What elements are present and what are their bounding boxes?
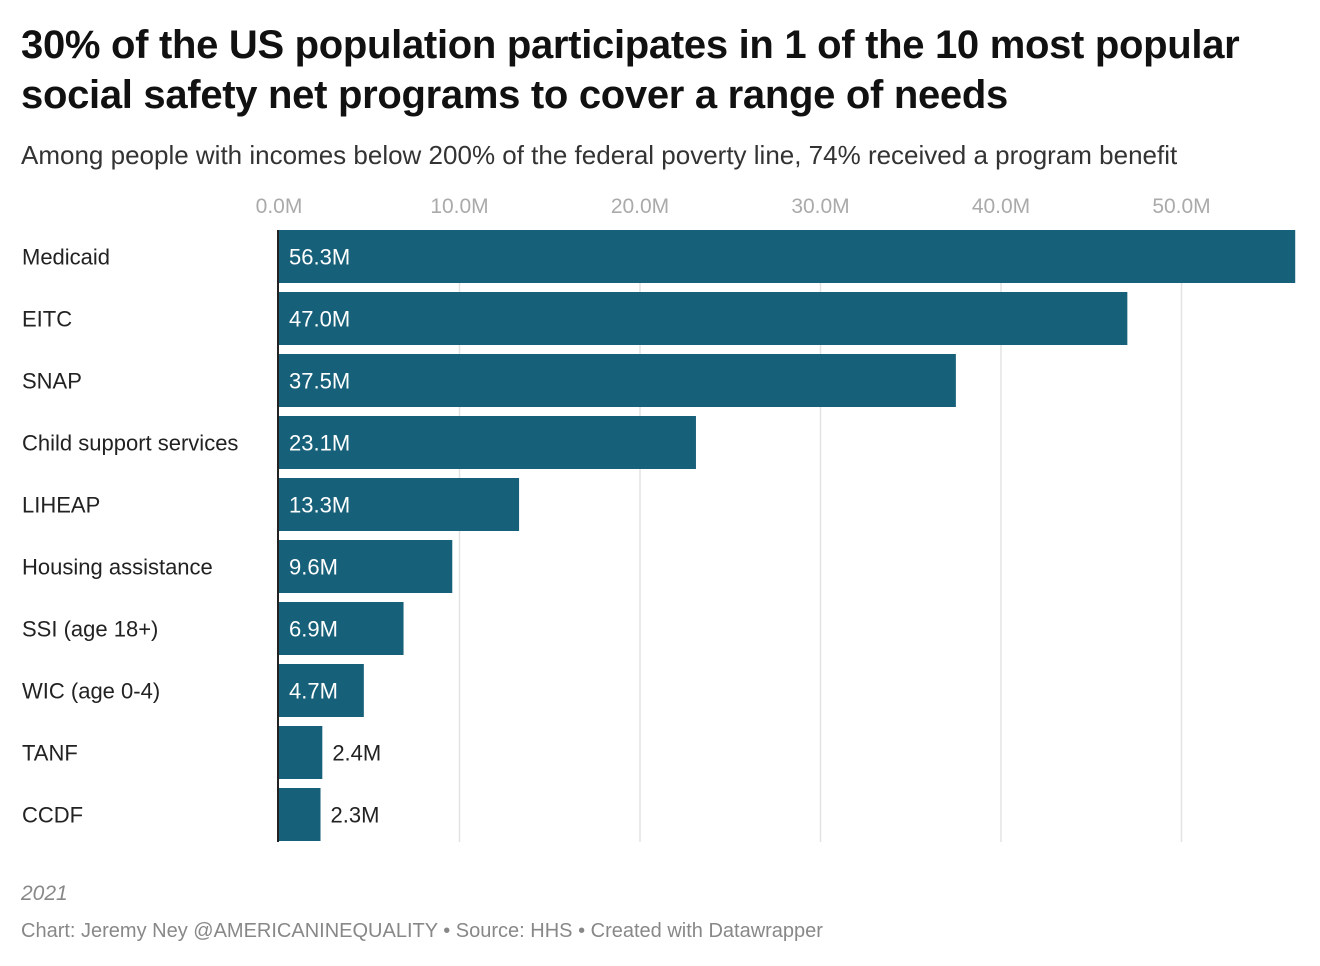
x-tick-label: 50.0M — [1152, 195, 1210, 218]
value-label: 2.3M — [331, 803, 380, 828]
bar — [279, 354, 956, 407]
category-label: Housing assistance — [22, 555, 213, 580]
value-label: 4.7M — [289, 679, 338, 704]
category-label: LIHEAP — [22, 493, 100, 518]
x-tick-label: 20.0M — [611, 195, 669, 218]
category-label: TANF — [22, 741, 78, 766]
value-label: 9.6M — [289, 555, 338, 580]
category-label: CCDF — [22, 803, 83, 828]
value-label: 6.9M — [289, 617, 338, 642]
chart-note: 2021 — [21, 882, 68, 905]
bar — [279, 292, 1128, 345]
bar — [279, 664, 364, 717]
category-label: Child support services — [22, 431, 238, 456]
bar — [279, 230, 1296, 283]
bar — [279, 602, 404, 655]
value-label: 56.3M — [289, 245, 350, 270]
category-label: SNAP — [22, 369, 82, 394]
x-tick-label: 30.0M — [791, 195, 849, 218]
bar-chart: 0.0M 10.0M 20.0M 30.0M 40.0M 50.0M Medicaid 56.… — [22, 195, 1296, 842]
x-tick-label: 0.0M — [256, 195, 303, 218]
category-label: EITC — [22, 307, 72, 332]
chart-subtitle: Among people with incomes below 200% of … — [21, 140, 1178, 170]
chart-footer: Chart: Jeremy Ney @AMERICANINEQUALITY • … — [21, 920, 823, 942]
category-label: SSI (age 18+) — [22, 617, 158, 642]
value-label: 13.3M — [289, 493, 350, 518]
x-tick-label: 40.0M — [972, 195, 1030, 218]
category-label: Medicaid — [22, 245, 110, 270]
bar — [279, 478, 520, 531]
chart-title: 30% of the US population participates in… — [21, 23, 1240, 117]
value-label: 37.5M — [289, 369, 350, 394]
bar — [279, 788, 321, 841]
value-label: 2.4M — [332, 741, 381, 766]
value-label: 23.1M — [289, 431, 350, 456]
category-label: WIC (age 0-4) — [22, 679, 160, 704]
bar — [279, 416, 696, 469]
value-label: 47.0M — [289, 307, 350, 332]
bar — [279, 540, 453, 593]
x-tick-label: 10.0M — [430, 195, 488, 218]
bar — [279, 726, 323, 779]
